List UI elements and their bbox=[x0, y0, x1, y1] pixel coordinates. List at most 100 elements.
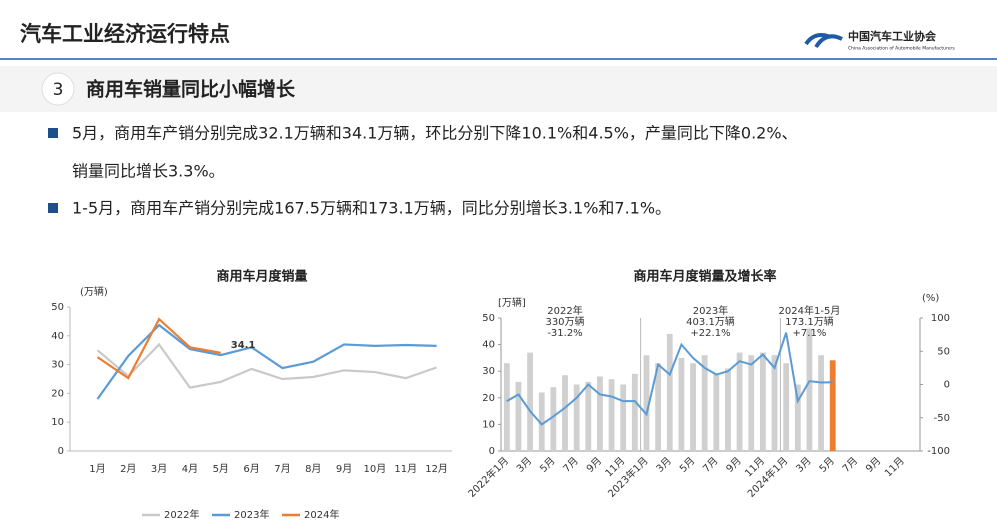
bar bbox=[562, 375, 568, 451]
section-badge bbox=[41, 72, 75, 106]
x-tick-label: 9月 bbox=[863, 455, 883, 475]
y-tick-label: 30 bbox=[482, 366, 495, 377]
bar bbox=[631, 373, 638, 451]
line bbox=[96, 342, 437, 389]
bar bbox=[678, 357, 685, 451]
x-tick-label: 4月 bbox=[182, 463, 198, 475]
line bbox=[96, 317, 221, 380]
annotation: 173.1万辆 bbox=[785, 315, 834, 328]
y-tick-label: 20 bbox=[51, 388, 64, 399]
bar bbox=[818, 355, 824, 451]
bar bbox=[666, 333, 673, 451]
line bbox=[506, 332, 833, 426]
x-tick-label: 5月 bbox=[538, 455, 558, 475]
x-tick-label: 2022年1月 bbox=[465, 454, 511, 500]
x-tick-label: 9月 bbox=[336, 463, 352, 475]
chart-title: 商用车月度销量及增长率 bbox=[633, 269, 776, 285]
bar bbox=[550, 387, 557, 451]
bar bbox=[538, 392, 545, 451]
x-tick-label: 6月 bbox=[243, 463, 259, 475]
y-tick-label: 20 bbox=[482, 393, 495, 404]
bar bbox=[643, 355, 650, 451]
bullet-text: 5月，商用车产销分别完成32.1万辆和34.1万辆，环比分别下降10.1%和4.… bbox=[72, 124, 798, 143]
x-tick-label: 5月 bbox=[677, 455, 697, 475]
x-tick-label: 3月 bbox=[654, 455, 674, 475]
data-label: 34.1 bbox=[231, 340, 256, 351]
y-unit: (万辆) bbox=[80, 285, 108, 298]
y-tick-label: 50 bbox=[51, 302, 64, 313]
bar bbox=[620, 384, 627, 451]
bar bbox=[748, 355, 755, 451]
y-tick-label: 40 bbox=[51, 331, 64, 342]
x-tick-label: 9月 bbox=[724, 455, 744, 475]
x-tick-label: 3月 bbox=[151, 463, 167, 475]
bar bbox=[527, 352, 534, 451]
bar bbox=[608, 379, 615, 451]
bar bbox=[794, 384, 801, 451]
x-tick-label: 11月 bbox=[394, 463, 417, 475]
logo-en: China Association of Automobile Manufact… bbox=[848, 46, 955, 52]
legend-label: 2024年 bbox=[304, 508, 339, 521]
annotation: 403.1万辆 bbox=[686, 315, 735, 328]
logo-text: 中国汽车工业协会 bbox=[848, 29, 937, 43]
bullet-text: 1-5月，商用车产销分别完成167.5万辆和173.1万辆，同比分别增长3.1%… bbox=[72, 199, 671, 218]
bar bbox=[690, 363, 696, 451]
x-tick-label: 1月 bbox=[89, 463, 105, 475]
logo-mark bbox=[804, 33, 843, 49]
bar bbox=[713, 373, 720, 451]
annotation: 2022年 bbox=[547, 304, 582, 317]
bar bbox=[771, 355, 778, 451]
y2-tick-label: 50 bbox=[937, 346, 950, 357]
bar bbox=[829, 360, 836, 451]
y2-tick-label: -100 bbox=[927, 446, 950, 457]
x-tick-label: 5月 bbox=[817, 455, 837, 475]
bar bbox=[573, 384, 580, 451]
x-tick-label: 5月 bbox=[213, 463, 229, 475]
bar bbox=[701, 355, 708, 451]
legend-label: 2022年 bbox=[164, 508, 199, 521]
y2-tick-label: 100 bbox=[931, 313, 950, 324]
y2-unit: (%) bbox=[922, 293, 939, 304]
y-unit: [万辆] bbox=[498, 296, 526, 309]
y-tick-label: 0 bbox=[489, 446, 495, 457]
section-title: 商用车销量同比小幅增长 bbox=[86, 78, 296, 101]
bar bbox=[585, 381, 592, 451]
x-tick-label: 7月 bbox=[700, 455, 720, 475]
bullet-text: 销量同比增长3.3%。 bbox=[72, 162, 225, 181]
y-tick-label: 40 bbox=[482, 340, 495, 351]
x-tick-label: 11月 bbox=[882, 455, 907, 480]
x-tick-label: 10月 bbox=[364, 463, 387, 475]
annotation: 2024年1-5月 bbox=[779, 304, 841, 317]
bullet-icon bbox=[48, 128, 58, 138]
bar bbox=[806, 328, 813, 451]
annotation: +22.1% bbox=[690, 328, 730, 339]
y2-tick-label: 0 bbox=[944, 380, 950, 391]
x-tick-label: 9月 bbox=[584, 455, 604, 475]
y2-tick-label: -50 bbox=[934, 413, 950, 424]
section-band bbox=[0, 66, 997, 112]
y-tick-label: 50 bbox=[482, 313, 495, 324]
y-tick-label: 10 bbox=[51, 417, 64, 428]
line bbox=[96, 323, 437, 400]
annotation: 2023年 bbox=[693, 304, 728, 317]
x-tick-label: 12月 bbox=[425, 463, 448, 475]
bar bbox=[515, 381, 522, 451]
bar bbox=[655, 363, 662, 451]
y-tick-label: 10 bbox=[482, 419, 495, 430]
legend-label: 2023年 bbox=[234, 508, 269, 521]
y-tick-label: 30 bbox=[51, 360, 64, 371]
x-tick-label: 3月 bbox=[794, 455, 814, 475]
x-tick-label: 7月 bbox=[561, 455, 581, 475]
bullet-icon bbox=[48, 203, 58, 213]
x-tick-label: 8月 bbox=[305, 463, 321, 475]
annotation: +7.1% bbox=[793, 328, 827, 339]
x-tick-label: 2月 bbox=[120, 463, 136, 475]
chart-title: 商用车月度销量 bbox=[216, 269, 307, 285]
x-tick-label: 7月 bbox=[274, 463, 290, 475]
bar bbox=[736, 352, 743, 451]
bar bbox=[783, 363, 790, 451]
bar bbox=[759, 352, 766, 451]
bar bbox=[597, 376, 603, 451]
